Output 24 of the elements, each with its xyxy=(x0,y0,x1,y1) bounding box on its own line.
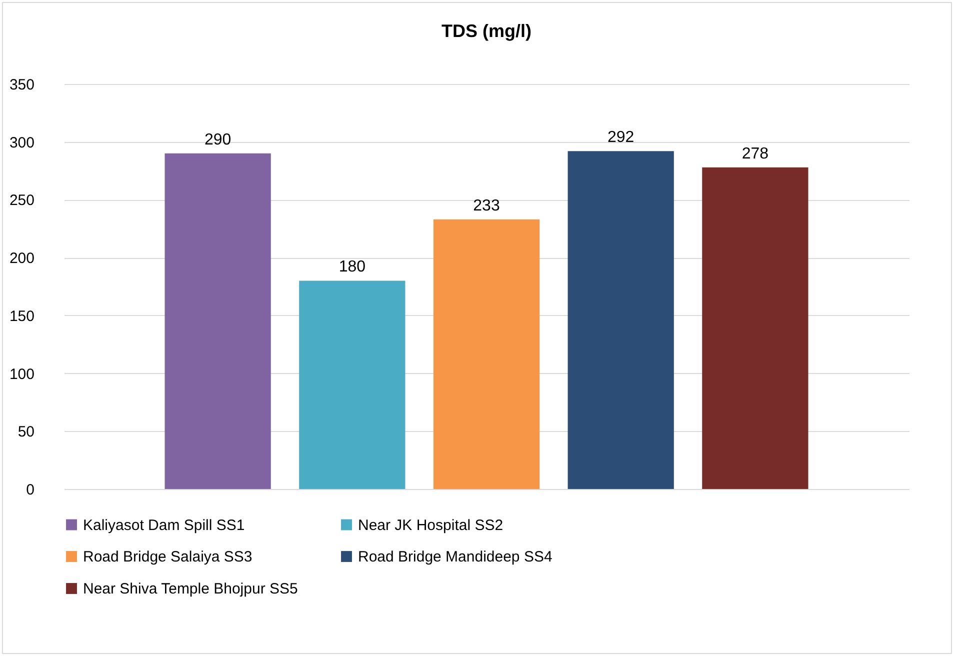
legend-label: Near JK Hospital SS2 xyxy=(358,516,504,534)
y-tick-label: 200 xyxy=(9,250,34,268)
y-tick-label: 0 xyxy=(26,482,34,498)
y-tick-label: 350 xyxy=(9,76,34,94)
data-label: 180 xyxy=(338,258,366,276)
y-tick-label: 300 xyxy=(9,134,34,152)
y-tick-label: 150 xyxy=(9,308,34,325)
y-tick-label: 50 xyxy=(18,424,34,441)
data-label: 290 xyxy=(204,131,232,148)
y-tick-label: 250 xyxy=(9,192,34,210)
legend-label: Road Bridge Mandideep SS4 xyxy=(358,548,552,566)
legend-label: Near Shiva Temple Bhojpur SS5 xyxy=(83,580,298,598)
bar xyxy=(299,280,406,489)
bar xyxy=(433,219,540,489)
chart-title: TDS (mg/l) xyxy=(442,21,532,41)
y-tick-label: 100 xyxy=(9,366,34,383)
data-label: 233 xyxy=(473,197,500,214)
bar xyxy=(164,153,271,489)
bar xyxy=(702,167,808,489)
bar xyxy=(568,151,674,489)
data-label: 278 xyxy=(742,145,769,162)
legend-label: Road Bridge Salaiya SS3 xyxy=(83,548,252,566)
data-label: 292 xyxy=(607,129,634,146)
legend-label: Kaliyasot Dam Spill SS1 xyxy=(83,516,245,534)
